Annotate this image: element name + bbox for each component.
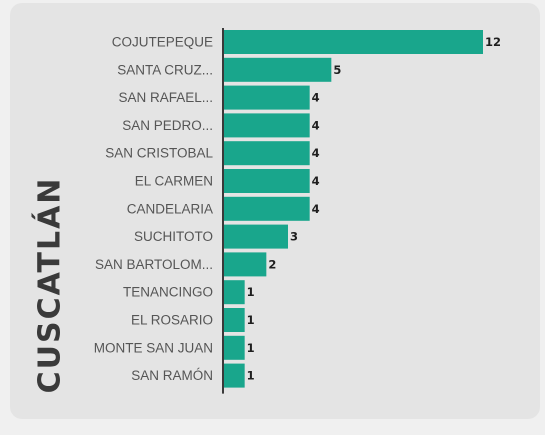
bar-5 [223, 141, 310, 166]
category-label: SANTA CRUZ... [117, 62, 213, 77]
category-label: SAN BARTOLOM... [95, 257, 213, 272]
bar-3 [223, 85, 310, 110]
value-label: 4 [312, 118, 320, 132]
value-label: 4 [312, 202, 320, 216]
value-label: 4 [312, 91, 320, 105]
category-labels: COJUTEPEQUE SANTA CRUZ... SAN RAFAEL... SAN… [94, 35, 214, 384]
value-label: 3 [290, 230, 298, 244]
value-label: 4 [312, 174, 320, 188]
category-label: EL ROSARIO [131, 313, 213, 328]
category-label: SAN RAMÓN [131, 368, 213, 383]
bar-1 [223, 30, 483, 54]
value-label: 1 [247, 313, 255, 327]
value-label: 5 [333, 63, 341, 77]
category-label: MONTE SAN JUAN [94, 340, 213, 355]
bar-10 [223, 280, 245, 305]
category-label: TENANCINGO [123, 285, 213, 300]
value-label: 1 [247, 285, 255, 299]
value-label: 12 [485, 35, 501, 49]
value-label: 4 [312, 146, 320, 160]
bar-9 [223, 252, 267, 277]
category-label: SAN RAFAEL... [118, 90, 213, 105]
value-label: 1 [247, 341, 255, 355]
bar-7 [223, 196, 310, 221]
category-label: CANDELARIA [127, 201, 213, 216]
value-label: 2 [268, 257, 276, 271]
category-label: SAN PEDRO... [122, 118, 213, 133]
category-label: SAN CRISTOBAL [105, 146, 213, 161]
bar-6 [223, 169, 310, 193]
bar-13 [223, 363, 245, 388]
bar-11 [223, 308, 245, 332]
category-label: COJUTEPEQUE [112, 35, 213, 50]
category-label: SUCHITOTO [134, 229, 213, 244]
bar-4 [223, 113, 310, 138]
bar-12 [223, 335, 245, 360]
value-label: 1 [247, 369, 255, 383]
category-label: EL CARMEN [135, 174, 213, 189]
bar-8 [223, 224, 288, 249]
bars-group [223, 30, 483, 388]
bar-2 [223, 57, 332, 82]
